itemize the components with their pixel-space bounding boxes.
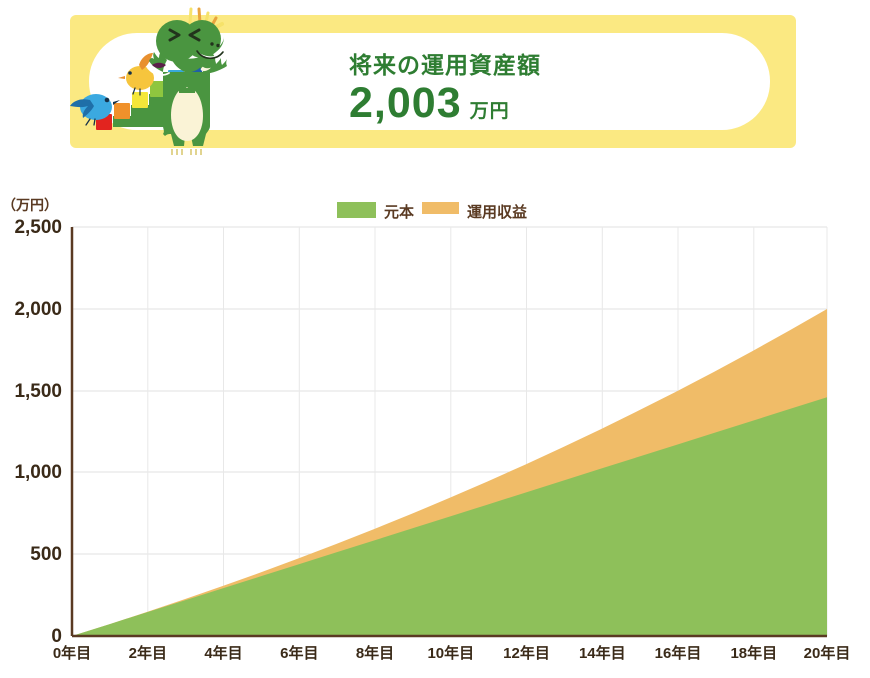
svg-text:10年目: 10年目 xyxy=(427,644,474,662)
svg-text:2,000: 2,000 xyxy=(14,299,62,320)
svg-text:500: 500 xyxy=(30,544,62,565)
svg-text:14年目: 14年目 xyxy=(579,644,626,662)
svg-text:0: 0 xyxy=(51,626,62,647)
svg-text:12年目: 12年目 xyxy=(503,644,550,662)
svg-text:1,000: 1,000 xyxy=(14,462,62,483)
svg-text:16年目: 16年目 xyxy=(655,644,702,662)
svg-text:1,500: 1,500 xyxy=(14,381,62,402)
svg-text:6年目: 6年目 xyxy=(280,644,318,662)
svg-text:18年目: 18年目 xyxy=(730,644,777,662)
svg-text:4年目: 4年目 xyxy=(204,644,242,662)
svg-text:20年目: 20年目 xyxy=(804,644,851,662)
svg-text:0年目: 0年目 xyxy=(53,644,91,662)
svg-text:8年目: 8年目 xyxy=(356,644,394,662)
svg-text:2,500: 2,500 xyxy=(14,217,62,238)
svg-text:2年目: 2年目 xyxy=(129,644,167,662)
